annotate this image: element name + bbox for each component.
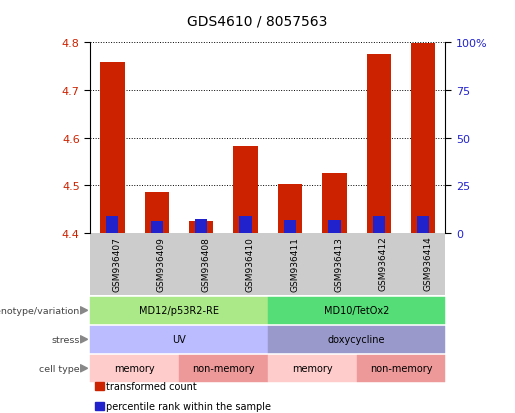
- Polygon shape: [80, 365, 88, 372]
- Text: transformed count: transformed count: [106, 381, 197, 391]
- Text: MD12/p53R2-RE: MD12/p53R2-RE: [139, 306, 219, 316]
- Text: percentile rank within the sample: percentile rank within the sample: [106, 401, 271, 411]
- Bar: [151, 221, 163, 233]
- Text: genotype/variation: genotype/variation: [0, 306, 80, 315]
- Bar: [411, 44, 436, 233]
- Bar: [195, 219, 207, 233]
- Bar: [145, 193, 169, 233]
- Bar: [239, 217, 252, 233]
- Text: MD10/TetOx2: MD10/TetOx2: [324, 306, 389, 316]
- Bar: [373, 217, 385, 233]
- Text: stress: stress: [52, 335, 80, 344]
- Text: non-memory: non-memory: [192, 363, 254, 373]
- Bar: [417, 217, 430, 233]
- Text: non-memory: non-memory: [370, 363, 432, 373]
- Bar: [367, 55, 391, 233]
- Text: memory: memory: [114, 363, 155, 373]
- Text: GDS4610 / 8057563: GDS4610 / 8057563: [187, 14, 328, 28]
- Bar: [284, 220, 296, 233]
- Polygon shape: [80, 307, 88, 314]
- Bar: [189, 221, 213, 233]
- Text: doxycycline: doxycycline: [328, 335, 385, 344]
- Bar: [233, 147, 258, 233]
- Text: memory: memory: [292, 363, 333, 373]
- Text: cell type: cell type: [39, 364, 80, 373]
- Polygon shape: [80, 336, 88, 343]
- Bar: [329, 220, 340, 233]
- Bar: [100, 62, 125, 233]
- Bar: [106, 217, 118, 233]
- Bar: [278, 185, 302, 233]
- Text: UV: UV: [172, 335, 186, 344]
- Bar: [322, 174, 347, 233]
